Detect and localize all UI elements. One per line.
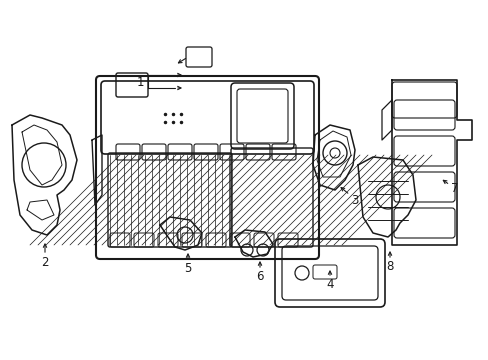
Text: 7: 7 <box>450 181 458 194</box>
Text: 6: 6 <box>256 270 263 284</box>
Text: 3: 3 <box>350 194 358 207</box>
Text: 8: 8 <box>386 261 393 274</box>
Text: 5: 5 <box>184 262 191 275</box>
Text: 1: 1 <box>136 76 143 89</box>
Text: 2: 2 <box>41 256 49 269</box>
Text: 4: 4 <box>325 278 333 291</box>
